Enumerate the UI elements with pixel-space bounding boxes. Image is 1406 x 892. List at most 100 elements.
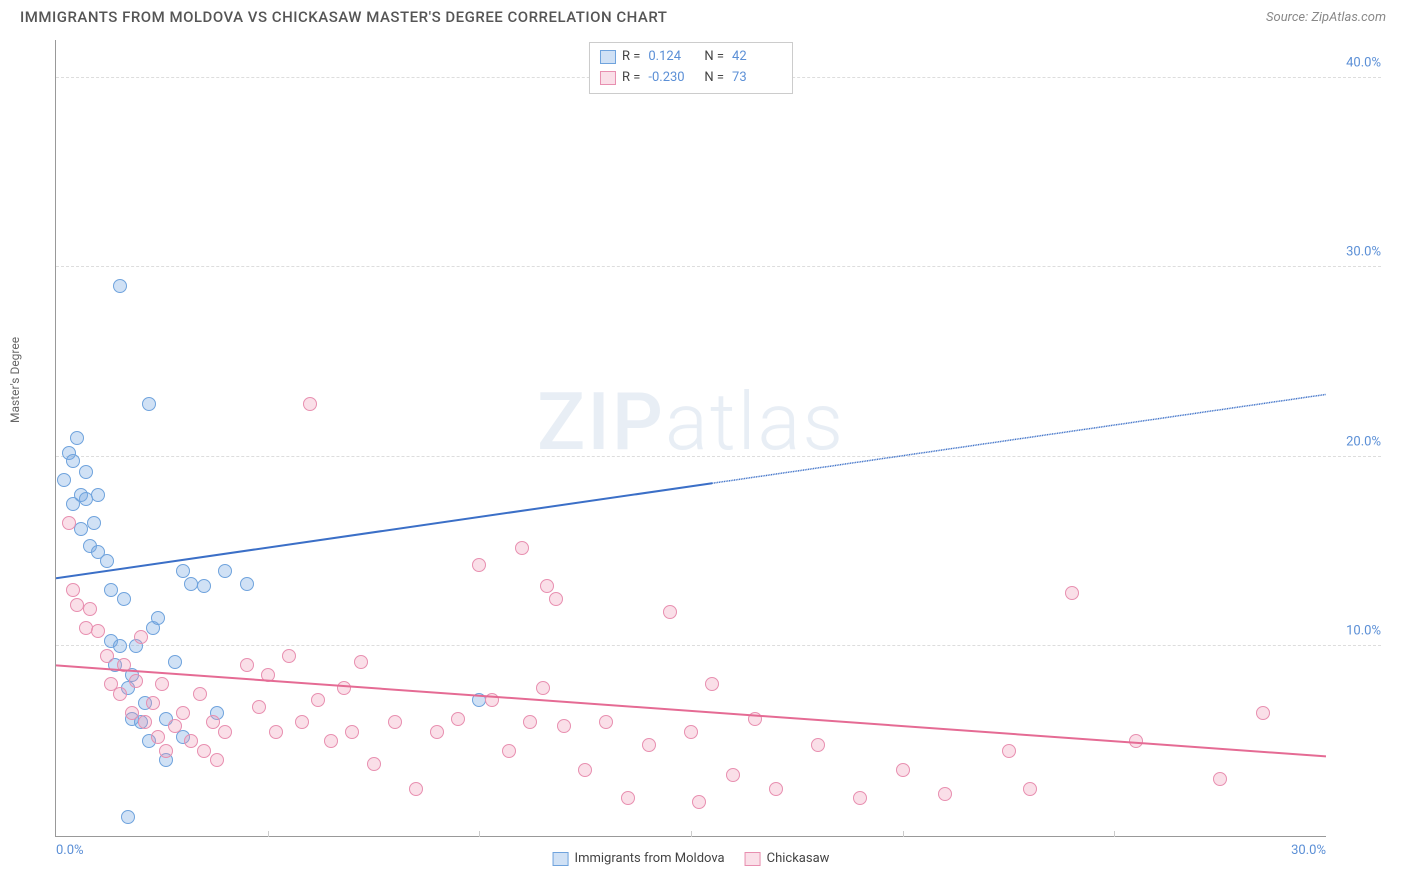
data-point-chickasaw [523,715,537,729]
data-point-chickasaw [210,753,224,767]
data-point-chickasaw [193,687,207,701]
data-point-moldova [176,564,190,578]
data-point-chickasaw [451,712,465,726]
data-point-chickasaw [938,787,952,801]
data-point-chickasaw [642,738,656,752]
data-point-chickasaw [252,700,266,714]
n-value: 42 [732,47,782,68]
gridline-h [56,456,1381,457]
data-point-chickasaw [502,744,516,758]
gridline-h [56,645,1381,646]
data-point-chickasaw [549,592,563,606]
r-value: 0.124 [648,47,698,68]
data-point-chickasaw [83,602,97,616]
data-point-moldova [121,810,135,824]
chart-container: Master's Degree ZIPatlas R =0.124N =42R … [20,40,1386,872]
data-point-moldova [197,579,211,593]
n-label: N = [704,47,724,68]
correlation-legend: R = 0.124 N = 42 R = -0.230 N = 73 [589,42,793,94]
data-point-moldova [151,611,165,625]
data-point-chickasaw [1065,586,1079,600]
source-attribution: Source: ZipAtlas.com [1266,10,1386,25]
data-point-chickasaw [66,583,80,597]
data-point-chickasaw [91,624,105,638]
legend-swatch [600,71,616,85]
data-point-moldova [100,554,114,568]
plot-area: ZIPatlas R =0.124N =42R =-0.230N =73 0.0… [55,40,1326,837]
data-point-chickasaw [282,649,296,663]
gridline-h [56,266,1381,267]
data-point-chickasaw [134,630,148,644]
data-point-chickasaw [663,605,677,619]
data-point-chickasaw [295,715,309,729]
data-point-moldova [104,583,118,597]
r-label: R = [622,68,640,89]
legend-item-chickasaw: Chickasaw [745,851,830,866]
data-point-moldova [87,516,101,530]
data-point-chickasaw [176,706,190,720]
data-point-moldova [240,577,254,591]
data-point-moldova [66,454,80,468]
r-value: -0.230 [648,68,698,89]
y-tick-label: 10.0% [1346,624,1381,639]
data-point-chickasaw [684,725,698,739]
y-tick-label: 30.0% [1346,245,1381,260]
data-point-chickasaw [100,649,114,663]
data-point-chickasaw [599,715,613,729]
data-point-chickasaw [726,768,740,782]
data-point-moldova [168,655,182,669]
data-point-chickasaw [1129,734,1143,748]
data-point-chickasaw [472,558,486,572]
data-point-chickasaw [345,725,359,739]
n-value: 73 [732,68,782,89]
data-point-chickasaw [218,725,232,739]
n-label: N = [704,68,724,89]
data-point-moldova [57,473,71,487]
data-point-moldova [91,488,105,502]
data-point-chickasaw [261,668,275,682]
data-point-chickasaw [409,782,423,796]
data-point-chickasaw [184,734,198,748]
data-point-chickasaw [430,725,444,739]
data-point-chickasaw [540,579,554,593]
x-axis-max-label: 30.0% [1291,843,1326,858]
data-point-chickasaw [896,763,910,777]
x-axis-min-label: 0.0% [56,843,84,858]
data-point-chickasaw [113,687,127,701]
legend-row-chickasaw: R = -0.230 N = 73 [600,68,782,89]
x-tick-mark [1114,831,1115,837]
y-tick-label: 40.0% [1346,55,1381,70]
data-point-moldova [117,592,131,606]
x-tick-mark [268,831,269,837]
y-tick-label: 20.0% [1346,434,1381,449]
data-point-chickasaw [303,397,317,411]
data-point-chickasaw [1213,772,1227,786]
data-point-chickasaw [1002,744,1016,758]
series-legend: Immigrants from Moldova Chickasaw [553,851,830,866]
data-point-chickasaw [515,541,529,555]
data-point-chickasaw [155,677,169,691]
data-point-moldova [113,639,127,653]
data-point-chickasaw [388,715,402,729]
data-point-chickasaw [769,782,783,796]
data-point-chickasaw [311,693,325,707]
x-tick-mark [903,831,904,837]
legend-label: Chickasaw [767,851,830,866]
data-point-chickasaw [853,791,867,805]
data-point-moldova [218,564,232,578]
trend-lines [56,40,1326,836]
data-point-moldova [70,431,84,445]
legend-item-moldova: Immigrants from Moldova [553,851,725,866]
y-axis-label: Master's Degree [8,337,22,423]
data-point-chickasaw [168,719,182,733]
data-point-chickasaw [354,655,368,669]
r-label: R = [622,47,640,68]
data-point-chickasaw [578,763,592,777]
data-point-moldova [142,397,156,411]
data-point-chickasaw [269,725,283,739]
data-point-chickasaw [536,681,550,695]
data-point-chickasaw [117,658,131,672]
x-tick-mark [691,831,692,837]
data-point-chickasaw [240,658,254,672]
data-point-chickasaw [557,719,571,733]
